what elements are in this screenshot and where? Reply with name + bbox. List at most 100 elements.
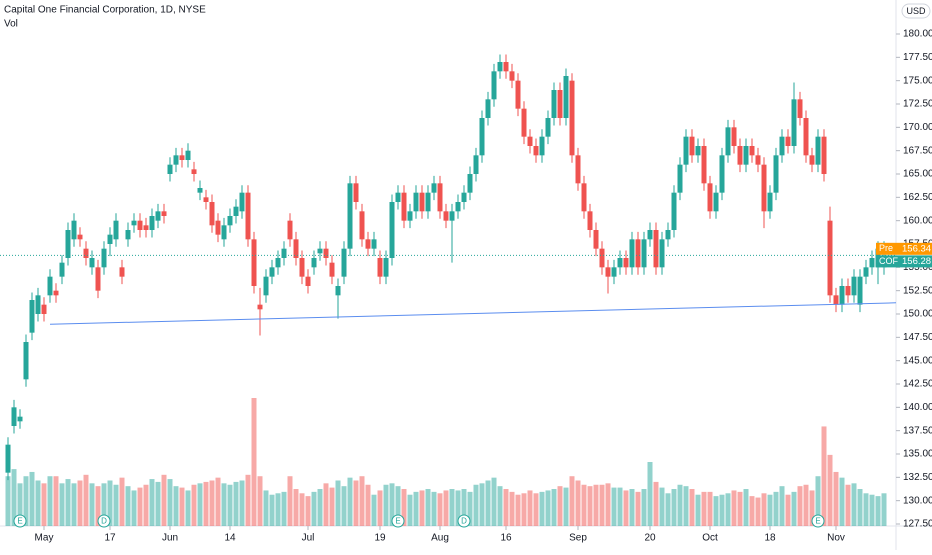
volume-bar [323, 483, 329, 526]
candle-body [311, 258, 317, 268]
candle-body [623, 258, 629, 268]
candle-body [101, 248, 107, 268]
volume-bar [755, 497, 761, 526]
volume-bar [341, 486, 347, 526]
volume-bar [461, 489, 467, 526]
x-tick-label: 17 [104, 533, 116, 544]
volume-bar [431, 491, 437, 526]
y-tick-label: 135.00 [903, 449, 932, 460]
y-tick-label: 130.00 [903, 495, 932, 506]
volume-bar [83, 474, 89, 526]
x-tick-label: 14 [224, 533, 236, 544]
y-tick-label: 172.50 [903, 99, 932, 110]
candle-body [383, 258, 389, 277]
candle-body [17, 416, 23, 422]
volume-bar [131, 490, 137, 526]
volume-bar [701, 491, 707, 526]
x-tick-label: Nov [827, 533, 845, 544]
candle-body [551, 90, 557, 118]
candle-body [839, 286, 845, 305]
volume-bar [215, 477, 221, 526]
x-tick-label: May [35, 533, 54, 544]
volume-bar [485, 480, 491, 526]
candle-body [125, 230, 131, 240]
candle-body [575, 155, 581, 184]
volume-bar [749, 496, 755, 526]
volume-bar [671, 489, 677, 526]
y-tick-label: 165.00 [903, 169, 932, 180]
candle-body [233, 206, 239, 216]
y-tick-label: 132.50 [903, 472, 932, 483]
candle-body [665, 230, 671, 240]
volume-bar [725, 493, 731, 526]
candle-body [521, 108, 527, 137]
volume-bar [617, 487, 623, 526]
volume-bar [545, 490, 551, 526]
volume-bar [641, 489, 647, 526]
volume-bar [827, 454, 833, 526]
volume-bar [533, 493, 539, 526]
candle-body [629, 239, 635, 268]
candle-body [275, 258, 281, 268]
candle-body [35, 295, 41, 314]
candle-body [515, 80, 521, 109]
x-tick-label: Aug [431, 533, 449, 544]
y-tick-label: 140.00 [903, 402, 932, 413]
volume-bar [233, 481, 239, 526]
candle-body [701, 146, 707, 184]
y-tick-label: 160.00 [903, 215, 932, 226]
volume-bar [11, 469, 17, 526]
volume-bar [59, 483, 65, 526]
x-tick-label: 19 [374, 533, 386, 544]
volume-bar [23, 476, 29, 526]
y-tick-label: 127.50 [903, 519, 932, 530]
candle-body [677, 164, 683, 193]
candle-body [467, 174, 473, 193]
candle-body [605, 267, 611, 277]
event-marker [811, 514, 825, 528]
candle-body [401, 192, 407, 221]
event-marker [97, 514, 111, 528]
volume-bar [5, 476, 11, 526]
chart-title: Capital One Financial Corporation, 1D, N… [4, 5, 206, 16]
candle-body [23, 342, 29, 380]
candle-body [209, 202, 215, 226]
volume-bar [737, 491, 743, 526]
candle-body [641, 239, 647, 268]
event-label: D [461, 517, 467, 526]
volume-bar [653, 481, 659, 526]
volume-bar [731, 490, 737, 526]
candle-body [251, 239, 257, 286]
candle-body [437, 183, 443, 212]
candle-body [5, 444, 11, 473]
volume-bar [143, 484, 149, 526]
y-tick-label: 162.50 [903, 192, 932, 203]
volume-bar [371, 494, 377, 526]
candle-body [299, 258, 305, 277]
candle-body [425, 192, 431, 212]
volume-bar [35, 480, 41, 526]
candle-body [773, 155, 779, 193]
candle-body [503, 62, 509, 72]
candle-body [167, 164, 173, 174]
candle-body [497, 62, 503, 72]
price-label-name: COF [879, 256, 899, 266]
volume-bar [557, 486, 563, 526]
y-tick-label: 167.50 [903, 145, 932, 156]
candle-body [419, 192, 425, 212]
volume-bar [443, 490, 449, 526]
volume-bar [647, 462, 653, 526]
candle-body [617, 258, 623, 268]
candle-body [455, 202, 461, 212]
volume-bar [347, 477, 353, 526]
candle-body [761, 164, 767, 212]
currency-badge[interactable] [901, 3, 931, 19]
candle-body [857, 276, 863, 305]
candle-body [95, 267, 101, 291]
candle-body [227, 216, 233, 226]
volume-bar [119, 477, 125, 526]
candle-body [821, 136, 827, 174]
volume-bar [185, 490, 191, 526]
volume-bar [173, 486, 179, 526]
volume-bar [275, 493, 281, 526]
